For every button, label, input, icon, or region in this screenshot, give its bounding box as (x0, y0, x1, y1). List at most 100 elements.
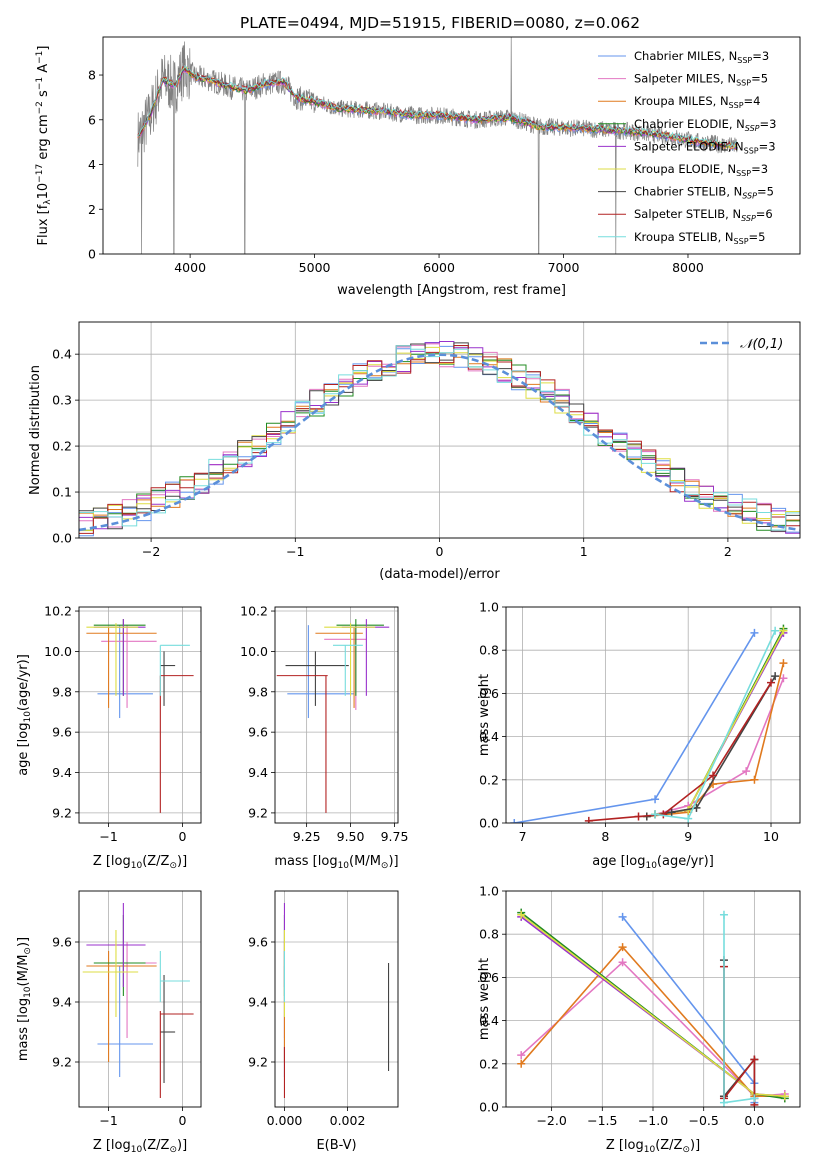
y-tick-label: 0.6 (479, 686, 499, 701)
mass-weight-marker (684, 814, 693, 823)
y-axis-label: Normed distribution (28, 365, 43, 495)
legend-label: Kroupa STELIB, NSSP=5 (634, 230, 765, 246)
y-tick-label: 0.4 (52, 347, 72, 362)
y-tick-label: 0.2 (479, 772, 499, 787)
mass-weight-marker (771, 672, 780, 681)
y-tick-label: 9.2 (248, 805, 268, 820)
x-tick-label: −2.0 (536, 1113, 566, 1128)
y-axis-label: mass [log10(M/M⊙)] (16, 937, 33, 1061)
mass-weight-marker (750, 1055, 759, 1064)
y-tick-label: 10.2 (44, 604, 72, 619)
mass-weight-marker (771, 626, 780, 635)
y-tick-label: 9.8 (248, 684, 268, 699)
model-spectrum-line (137, 65, 737, 148)
axes-frame (78, 890, 202, 1108)
mass-weight-marker (584, 816, 593, 823)
y-tick-label: 9.2 (52, 1055, 72, 1070)
mass-weight-marker (618, 958, 627, 967)
mass-weight-line (646, 663, 785, 818)
y-tick-label: 4 (88, 157, 96, 172)
axes: −1 0 9.2 9.4 9.6 9.8 10.0 10.2 Z [log10(Z/Z⊙)] ag… (16, 604, 202, 871)
y-tick-label: 0.4 (479, 1013, 499, 1028)
y-tick-label: 0.0 (479, 1100, 499, 1115)
plot-area (86, 619, 194, 813)
y-tick-label: 1.0 (479, 600, 499, 615)
grid (506, 890, 800, 1108)
axes-frame (505, 606, 801, 824)
x-tick-label: 8 (601, 829, 609, 844)
x-tick-label: 0.002 (330, 1113, 366, 1128)
x-axis-label: age [log10(age/yr)] (592, 854, 714, 871)
y-tick-label: 2 (88, 202, 96, 217)
grid (79, 607, 201, 823)
mass-weight-marker (634, 812, 643, 821)
panel-mass-weight-vs-age: 7 8 9 10 0.0 0.2 0.4 0.6 0.8 1.0 age [log10(age/yr… (477, 600, 801, 871)
y-tick-label: 9.2 (248, 1055, 268, 1070)
x-tick-label: 0 (179, 829, 187, 844)
mass-weight-line (723, 966, 756, 1105)
mass-weight-marker (779, 659, 788, 668)
x-tick-label: 7 (519, 829, 527, 844)
x-tick-label: 0 (436, 544, 444, 559)
legend-label: Chabrier STELIB, NSSP=5 (634, 185, 774, 201)
y-tick-label: 0.4 (479, 729, 499, 744)
legend-label: Salpeter MILES, NSSP=5 (634, 72, 768, 88)
x-axis-label: Z [log10(Z/Z⊙)] (606, 1138, 700, 1155)
panel-mass-vs-Z: −1 0 9.2 9.4 9.6 Z [log10(Z/Z⊙)] mass [log10(M… (16, 890, 202, 1155)
plot-area (82, 903, 194, 1098)
plot-area (283, 903, 390, 1098)
panel-age-vs-Z: −1 0 9.2 9.4 9.6 9.8 10.0 10.2 Z [log10(Z/Z⊙)] ag… (16, 604, 202, 871)
x-tick-label: 10 (763, 829, 779, 844)
y-tick-label: 0.2 (479, 1056, 499, 1071)
legend-label: Kroupa ELODIE, NSSP=3 (634, 162, 768, 178)
legend-label: Chabrier ELODIE, NSSP=3 (634, 117, 776, 133)
x-tick-label: 0 (179, 1113, 187, 1128)
axes-frame (102, 36, 801, 255)
y-tick-label: 9.6 (52, 935, 72, 950)
mass-weight-marker (517, 910, 526, 919)
mass-weight-marker (510, 819, 519, 823)
y-axis-label: age [log10(age/yr)] (16, 654, 33, 776)
y-tick-label: 0.8 (479, 643, 499, 658)
y-tick-label: 9.6 (248, 935, 268, 950)
plot-area (276, 619, 390, 813)
x-tick-label: 7000 (548, 260, 580, 275)
axes-frame (274, 890, 399, 1108)
panel-residuals: −2 −1 0 1 2 0.0 0.1 0.2 0.3 0.4 𝒩(0,1) (data-model)… (28, 321, 801, 582)
legend-label: Salpeter ELODIE, NSSP=3 (634, 139, 776, 155)
mass-weight-marker (779, 674, 788, 683)
x-tick-label: 2 (724, 544, 732, 559)
y-tick-label: 10.0 (240, 644, 268, 659)
y-tick-label: 9.8 (52, 684, 72, 699)
y-tick-label: 8 (88, 68, 96, 83)
y-axis-label: Flux [fλ10−17 erg cm−2 s−1 A−1] (35, 46, 53, 246)
y-tick-label: 0.6 (479, 970, 499, 985)
y-axis-label: mass weight (477, 958, 492, 1040)
grid (506, 606, 800, 824)
mass-weight-marker (719, 910, 728, 919)
axes: 0.000 0.002 9.2 9.4 9.6 E(B-V) (248, 890, 399, 1153)
plot-area (517, 908, 789, 1107)
y-tick-label: 0.8 (479, 927, 499, 942)
mass-weight-marker (742, 767, 751, 776)
x-tick-label: 5000 (299, 260, 331, 275)
axes: −2.0 −1.5 −1.0 −0.5 0.0 0.0 0.2 0.4 0.6 0.8 1.0 Z [… (477, 884, 801, 1155)
plot-area (137, 37, 738, 254)
mass-weight-marker (618, 912, 627, 921)
y-axis-label: mass weight (477, 674, 492, 756)
y-tick-label: 10.2 (240, 604, 268, 619)
x-tick-label: 8000 (672, 260, 704, 275)
grid (275, 891, 398, 1107)
x-tick-label: 9.25 (293, 829, 321, 844)
normal-reference-curve (79, 353, 800, 532)
y-tick-label: 9.6 (248, 725, 268, 740)
mass-weight-marker (517, 1059, 526, 1068)
mass-weight-line (654, 678, 785, 816)
y-tick-label: 6 (88, 112, 96, 127)
y-tick-label: 9.6 (52, 725, 72, 740)
panel-age-vs-mass: 9.25 9.50 9.75 9.2 9.4 9.6 9.8 10.0 10.2 mass [lo… (240, 604, 408, 871)
y-tick-label: 0.2 (52, 439, 72, 454)
x-tick-label: −1 (99, 829, 117, 844)
y-tick-label: 9.2 (52, 805, 72, 820)
